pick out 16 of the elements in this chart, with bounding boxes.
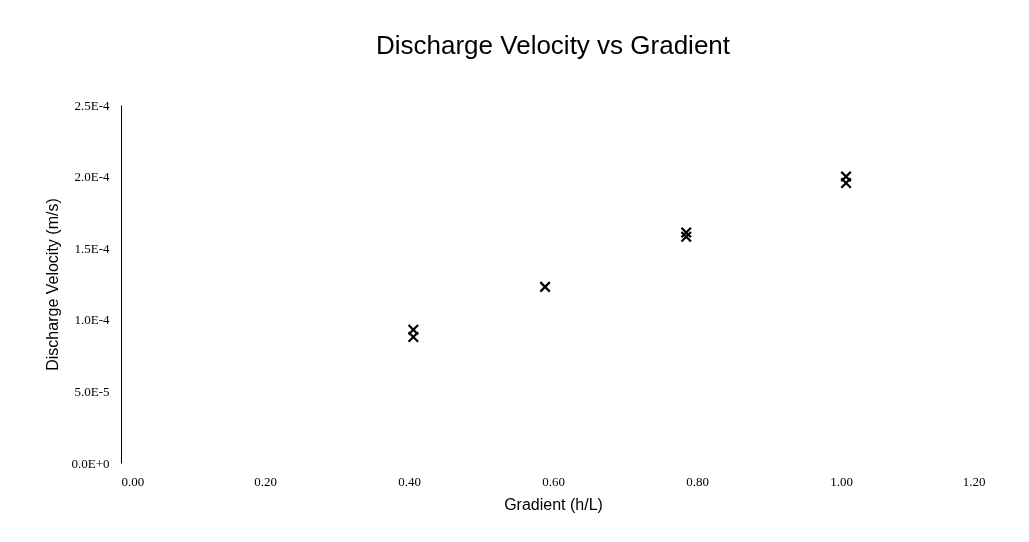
x-axis-title: Gradient (h/L) <box>504 495 603 513</box>
x-tick-label: 1.20 <box>962 473 986 489</box>
y-tick-label: 2.0E-4 <box>74 169 110 185</box>
y-tick-label: 0.0E+0 <box>71 455 110 471</box>
x-tick-label: 0.40 <box>398 473 421 489</box>
y-tick-label: 2.5E-4 <box>74 97 110 113</box>
x-tick-label: 1.00 <box>830 473 853 489</box>
x-tick-label: 0.00 <box>121 473 145 489</box>
y-tick-label: 1.5E-4 <box>74 240 110 256</box>
x-tick-label: 0.20 <box>254 473 277 489</box>
x-tick-label: 0.80 <box>686 473 709 489</box>
y-axis-title: Discharge Velocity (m/s) <box>44 198 62 371</box>
y-tick-label: 1.0E-4 <box>74 312 110 328</box>
chart-title: Discharge Velocity vs Gradient <box>375 30 731 60</box>
x-tick-label: 0.60 <box>542 473 565 489</box>
y-tick-label: 5.0E-5 <box>74 383 110 399</box>
